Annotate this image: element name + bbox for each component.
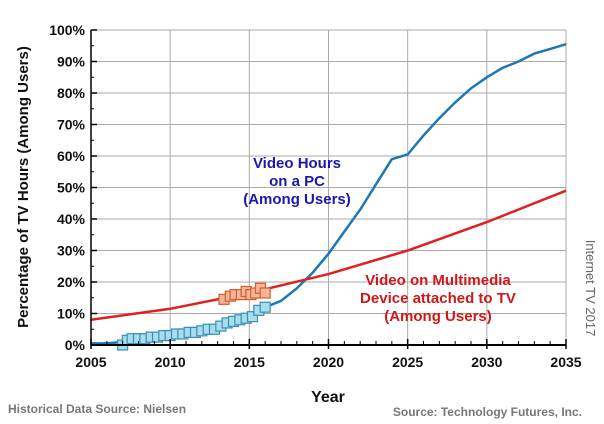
- x-tick-label: 2030: [471, 354, 502, 370]
- y-tick-label: 90%: [57, 54, 86, 70]
- pc-data-point: [259, 301, 271, 313]
- y-tick-label: 30%: [57, 243, 86, 259]
- y-tick-label: 20%: [57, 274, 86, 290]
- x-tick-label: 2035: [550, 354, 581, 370]
- y-tick-label: 70%: [57, 117, 86, 133]
- y-axis-label: Percentage of TV Hours (Among Users): [15, 46, 32, 328]
- pc-label-line3: (Among Users): [243, 191, 351, 208]
- x-tick-label: 2010: [155, 354, 186, 370]
- pc-label-line1: Video Hours: [253, 155, 341, 172]
- x-axis-label: Year: [311, 389, 345, 406]
- y-tick-label: 0%: [65, 337, 86, 353]
- y-tick-label: 40%: [57, 211, 86, 227]
- x-tick-label: 2020: [313, 354, 344, 370]
- y-tick-label: 80%: [57, 85, 86, 101]
- y-tick-label: 50%: [57, 180, 86, 196]
- pc-data-point: [246, 311, 259, 323]
- x-tick-label: 2015: [234, 354, 265, 370]
- y-tick-label: 60%: [57, 148, 86, 164]
- tv-label-line2: Device attached to TV: [360, 290, 516, 307]
- tv-label-line1: Video on Multimedia: [365, 272, 511, 289]
- tv-line: [90, 189, 567, 322]
- right-source: Source: Technology Futures, Inc.: [393, 405, 582, 419]
- y-tick-label: 100%: [49, 22, 85, 38]
- axes: 0% 10% 20% 30% 40% 50% 60% 70% 80% 90% 100% 2005 201…: [49, 22, 582, 370]
- left-source: Historical Data Source: Nielsen: [8, 402, 186, 416]
- gridlines: [91, 29, 567, 345]
- y-tick-label: 10%: [57, 306, 86, 322]
- tv-data-point: [259, 287, 271, 299]
- x-tick-label: 2005: [75, 354, 106, 370]
- side-label: Internet TV 2017: [583, 240, 598, 337]
- pc-label-line2: on a PC: [269, 173, 325, 190]
- x-tick-label: 2025: [392, 354, 423, 370]
- tv-label-line3: (Among Users): [384, 308, 492, 325]
